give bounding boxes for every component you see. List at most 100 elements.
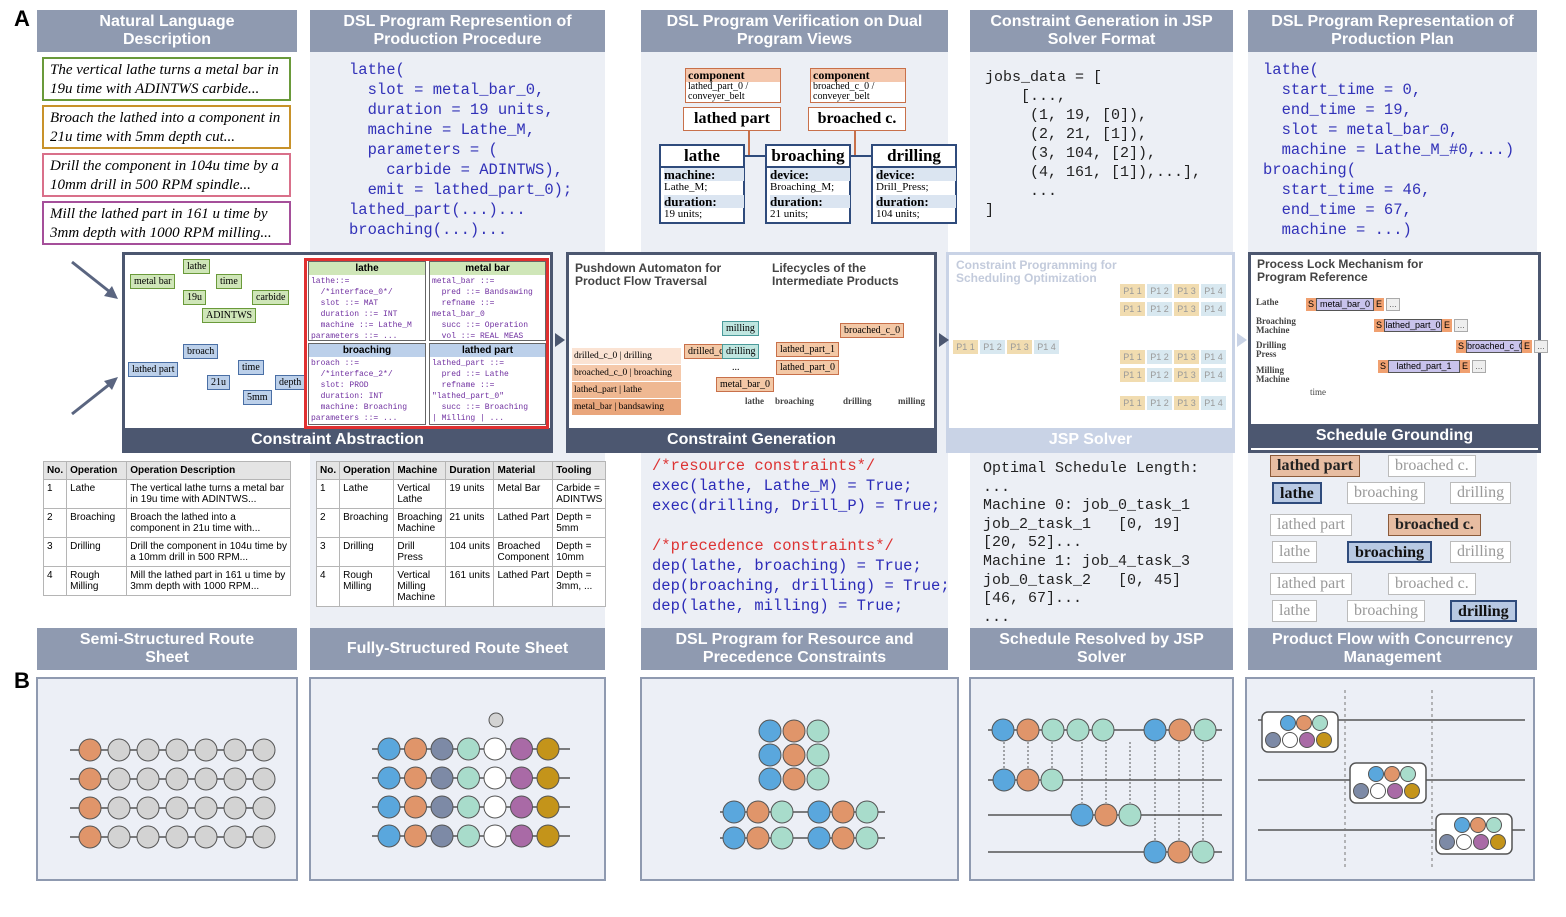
table-cell: 4 [42, 566, 68, 596]
operation: P1 2 [1147, 396, 1172, 410]
tree-node: 5mm [243, 390, 272, 405]
code-line: vol ::= REAL MEAS [432, 332, 524, 341]
row-key: device: [876, 168, 956, 181]
token [223, 796, 247, 820]
lifecycle-label: lathed_part_1 [776, 342, 839, 357]
table-cell: Operation Description [126, 461, 291, 480]
token [536, 824, 560, 848]
operation: P1 1 [1120, 368, 1145, 382]
column-header: DSL Program Representation of Production… [1248, 10, 1537, 52]
tree-node: lathe [183, 259, 211, 274]
token [992, 768, 1016, 792]
table: No. Operation Machine Duration Material Tooli… [315, 461, 607, 607]
start-marker: S [1306, 298, 1316, 311]
table-cell: Rough Milling [339, 566, 395, 607]
code-box-title: lathed part [430, 344, 545, 357]
operation: P1 2 [1147, 284, 1172, 298]
end-marker: E [1460, 360, 1470, 373]
step-label: broaching [1347, 600, 1425, 622]
token [1370, 783, 1386, 799]
code-line: dep(broaching, drilling) = True; [652, 577, 950, 595]
automaton-node: drilled_c [684, 344, 728, 359]
token [806, 743, 830, 767]
nl-description: Broach the lathed into a component in 21… [42, 105, 291, 149]
row-key: duration: [664, 195, 744, 208]
code-line: Machine 0: job_0_task_1 [983, 497, 1191, 515]
code-line: [..., [985, 88, 1067, 105]
table-cell: 21 units [445, 508, 495, 538]
token [377, 766, 401, 790]
component-text: broached_c_0 / conveyer_belt [813, 81, 875, 102]
code-line: lathed_part(...)... [349, 201, 526, 219]
token [194, 738, 218, 762]
code-line: /*resource constraints*/ [652, 457, 876, 475]
table-cell: Operation [339, 461, 395, 480]
code-box: broaching broach ::= /*interface_2*/ slot… [308, 343, 426, 425]
token [78, 767, 102, 791]
token [136, 767, 160, 791]
semi-structured-table: No. Operation Operation Description 1 Lathe T… [42, 461, 291, 596]
code-line: slot = metal_bar_0, [349, 81, 545, 99]
product-label: broached c. [1388, 573, 1476, 595]
token [722, 826, 746, 850]
table-cell: Rough Milling [66, 566, 128, 596]
token [223, 825, 247, 849]
automaton-node: milling [722, 321, 759, 336]
code-line: broaching( [1263, 161, 1357, 179]
code-box: metal bar metal_bar ::= pred ::= Bandsawi… [429, 261, 546, 341]
nl-description: Drill the component in 104u time by a 10… [42, 153, 291, 197]
lifecycle-label: metal_bar_0 [716, 377, 774, 392]
column-header: Natural Language Description [37, 10, 297, 52]
code-line: refname ::= [432, 299, 495, 308]
operation: P1 4 [1201, 284, 1226, 298]
token [377, 795, 401, 819]
arrow [71, 260, 116, 298]
code-line: pred ::= Lathe [432, 370, 509, 379]
stack-entry: metal_bar | bandsawing [572, 399, 681, 416]
code-line: slot ::= MAT [311, 299, 379, 308]
subtitle: Pushdown Automaton for Product Flow Trav… [575, 261, 722, 288]
token [488, 712, 504, 728]
table-row: 4 Rough Milling Mill the lathed part in 16… [42, 566, 291, 596]
token [1299, 732, 1315, 748]
schedule-bar: lathed_part_0 [1384, 319, 1442, 332]
token [404, 737, 427, 761]
operation: P1 2 [1147, 368, 1172, 382]
table-row: 4 Rough Milling Vertical Milling Machine 16… [315, 566, 607, 607]
token [746, 826, 770, 850]
token [430, 795, 454, 819]
code-line: Machine 1: job_4_task_3 [983, 553, 1191, 570]
table-cell: Broach the lathed into a component in 21… [126, 508, 291, 538]
code-line: slot: PROD [311, 381, 369, 390]
token [855, 800, 879, 824]
code-box: lathed part lathed_part ::= pred ::= Lath… [429, 343, 546, 425]
token [510, 737, 533, 761]
column-header: Constraint Generation in JSP Solver Form… [970, 10, 1233, 52]
token [78, 796, 102, 820]
stage-title: JSP Solver [949, 428, 1232, 452]
machine-label: Milling Machine [1256, 365, 1290, 384]
token [165, 767, 189, 791]
highlight-frame [304, 258, 549, 429]
token [457, 795, 480, 819]
column-footer: Schedule Resolved by JSP Solver [970, 628, 1233, 670]
tree-node: carbide [252, 290, 290, 305]
code-line: machine = Lathe_M, [349, 121, 536, 139]
code-line: dep(lathe, broaching) = True; [652, 557, 922, 575]
column-footer: Fully-Structured Route Sheet [310, 628, 605, 670]
machine-rows: device: Drill_Press; duration: 104 units; [871, 168, 957, 224]
nl-description: Mill the lathed part in 161 u time by 3m… [42, 201, 291, 245]
code-line: Optimal Schedule Length: [983, 460, 1200, 477]
automaton-node: ... [732, 362, 740, 373]
row-key: duration: [876, 195, 956, 208]
code-line: carbide = ADINTWS), [349, 161, 563, 179]
step-label: lathe [1272, 600, 1318, 622]
panel-label: B [14, 668, 30, 693]
code-line: [20, 52]... [983, 534, 1083, 552]
tree-node: 21u [207, 375, 230, 390]
stage-arrow [555, 333, 565, 347]
token [1353, 783, 1369, 799]
machine-rows: machine: Lathe_M; duration: 19 units; [659, 168, 745, 224]
token [377, 824, 401, 848]
